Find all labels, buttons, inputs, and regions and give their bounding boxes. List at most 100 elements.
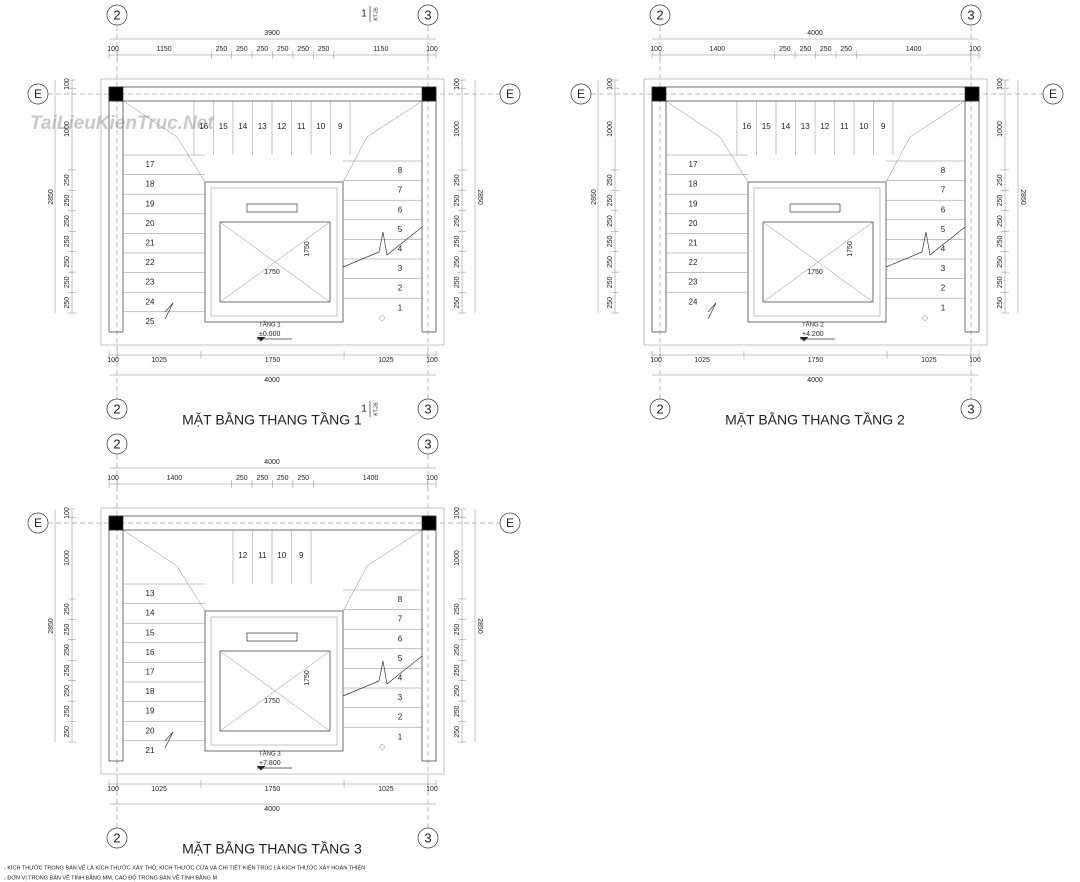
label: 8	[398, 166, 403, 175]
label: 5	[398, 225, 403, 234]
label: 3900	[264, 30, 280, 37]
elevator-shaft	[204, 181, 344, 323]
label: 100	[426, 475, 438, 482]
label: 1400	[710, 46, 726, 53]
label: MẶT BẰNG THANG TẦNG 1	[182, 411, 362, 428]
label: 15	[146, 628, 155, 637]
label: KT-26	[373, 402, 379, 416]
label: 1000	[454, 121, 461, 137]
point	[379, 744, 385, 750]
label: 100	[650, 46, 662, 53]
label: 1150	[157, 46, 172, 53]
grid-bubble	[649, 4, 671, 26]
label: 250	[64, 665, 71, 677]
label: 100	[969, 357, 981, 364]
label: TẦNG 3	[259, 751, 281, 758]
label: 1	[398, 732, 403, 741]
label: 3	[424, 830, 431, 845]
label: 15	[762, 122, 771, 131]
label: 250	[607, 256, 614, 268]
label: 100	[454, 78, 461, 90]
elevator-shaft-inner	[210, 616, 338, 746]
grid-bubble	[106, 4, 128, 26]
label: 18	[689, 180, 698, 189]
arrow	[707, 302, 717, 320]
label: 14	[146, 609, 155, 618]
label: 1000	[997, 121, 1004, 137]
label: 17	[146, 668, 155, 677]
label: 1750	[265, 357, 281, 364]
label: 23	[689, 278, 698, 287]
label: 250	[454, 256, 461, 268]
label: 1025	[151, 786, 167, 793]
wall	[421, 100, 437, 333]
label: +7.800	[259, 760, 281, 767]
label: 250	[454, 215, 461, 227]
line	[909, 100, 966, 138]
label: 250	[607, 174, 614, 186]
label: 250	[607, 276, 614, 288]
grid-bubble	[106, 827, 128, 849]
grid-bubble	[1042, 83, 1064, 105]
grid-bubble	[106, 398, 128, 420]
arrow	[164, 302, 174, 320]
label: 1750	[807, 269, 823, 276]
label: 250	[236, 46, 248, 53]
wall	[651, 100, 667, 333]
label: 20	[146, 726, 155, 735]
label: 21	[689, 239, 698, 248]
label: 8	[941, 166, 946, 175]
label: 1025	[378, 786, 394, 793]
label: 8	[398, 595, 403, 604]
label: 1750	[264, 698, 280, 705]
label: 4	[398, 245, 403, 254]
label: 12	[277, 122, 286, 131]
label: 2850	[476, 189, 483, 205]
label: 250	[454, 624, 461, 636]
grid-bubble	[27, 512, 49, 534]
label: MẶT BẰNG THANG TẦNG 2	[725, 411, 905, 428]
label: 4000	[264, 806, 280, 813]
column	[964, 86, 980, 102]
point	[379, 315, 385, 321]
label: 18	[146, 687, 155, 696]
label: 21	[146, 239, 155, 248]
elevator-car	[219, 650, 331, 732]
grid-bubble	[417, 433, 439, 455]
label: 100	[607, 78, 614, 90]
label: 250	[297, 46, 309, 53]
label: 250	[216, 46, 228, 53]
label: 2850	[476, 618, 483, 634]
label: 2850	[591, 189, 598, 205]
wall	[108, 529, 124, 762]
label: 250	[454, 705, 461, 717]
label: E	[34, 516, 42, 530]
label: 1000	[454, 550, 461, 566]
label: 2	[113, 401, 120, 416]
label: KT-26	[373, 7, 379, 21]
label: 250	[454, 297, 461, 309]
label: 4000	[807, 377, 823, 384]
label: 1750	[304, 241, 311, 257]
line	[885, 136, 911, 183]
label: 7	[941, 186, 946, 195]
label: 12	[820, 122, 829, 131]
grid-bubble	[417, 827, 439, 849]
label: 250	[64, 624, 71, 636]
label: 100	[107, 46, 119, 53]
elevator-shaft	[747, 181, 887, 323]
label: 250	[277, 46, 289, 53]
label: 16	[146, 648, 155, 657]
line	[176, 565, 206, 612]
label: 25	[146, 317, 155, 326]
grid-bubble	[27, 83, 49, 105]
label: 250	[454, 174, 461, 186]
label: 11	[258, 551, 267, 560]
line	[219, 650, 331, 732]
label: 250	[779, 46, 791, 53]
label: 1750	[304, 670, 311, 686]
label: 3	[398, 264, 403, 273]
elevator-shaft-inner	[753, 187, 881, 317]
label: E	[506, 87, 514, 101]
label: 250	[454, 195, 461, 207]
